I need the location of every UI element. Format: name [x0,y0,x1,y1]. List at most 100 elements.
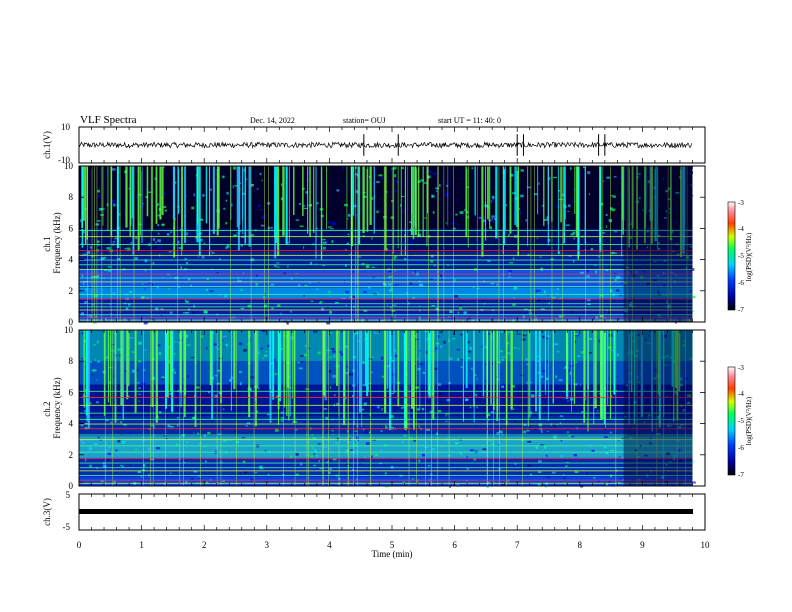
spectrogram-speckle [283,335,288,337]
spectrogram-speckle [498,430,503,434]
spectrogram-line-16 [79,250,693,252]
spectrogram-speckle [220,461,223,464]
spectrogram-speckle [263,354,268,357]
spectrogram-speckle [618,439,620,441]
spectrogram-line-1 [79,479,693,481]
xtick-label-6: 6 [452,540,457,550]
spectrogram-streak [159,166,162,220]
spectrogram-speckle [610,349,614,351]
spectrogram-streak [465,330,468,389]
spectrogram-speckle [603,446,608,449]
spectrogram-speckle [439,345,443,348]
spectrogram-speckle [311,446,314,450]
spectrogram-speckle [217,369,221,372]
spectrogram-speckle [448,381,451,385]
spectrogram-speckle [460,366,463,368]
spectrogram-streak [365,330,367,387]
spectrogram-speckle [571,257,574,260]
spectrogram-impulse [353,330,354,486]
spectrogram-speckle [460,333,463,336]
spectrogram-streak [473,330,475,423]
spectrogram-speckle [656,274,660,277]
spectrogram-speckle [401,167,405,169]
spectrogram-speckle [203,446,207,448]
spectrogram-line-4 [79,467,693,469]
spectrogram-speckle [521,338,526,341]
spectrogram-streak [640,330,644,418]
spectrogram-speckle [652,351,654,354]
spectrogram-speckle [581,409,584,411]
spectrogram-speckle [168,251,172,253]
spectrogram-speckle [572,231,575,235]
spectrogram-speckle [259,172,262,176]
spectrogram-speckle [626,352,629,355]
spectrogram-speckle [434,347,438,350]
spectrogram-streak [482,330,485,397]
spectrogram-speckle [646,230,650,233]
spectrogram-speckle [521,220,523,223]
spectrogram-speckle [483,219,486,223]
spectrogram-speckle [646,253,650,255]
spectrogram-streak [621,166,623,257]
spectrogram-speckle [669,460,672,463]
spectrogram-speckle [168,287,170,290]
spectrogram-speckle [234,185,239,187]
spectrogram-streak [197,166,199,225]
spectrogram-speckle [671,230,674,234]
spectrogram-speckle [508,234,510,236]
spectrogram-speckle [637,404,639,407]
spectrogram-streak [495,166,498,239]
spectrogram-streak [366,166,369,232]
spectrogram-speckle [241,436,245,439]
spectrogram-speckle [135,448,137,451]
spectrogram-speckle [186,261,188,265]
spectrogram-streak [537,166,539,215]
spectrogram-speckle [485,363,487,365]
spectrogram-speckle [98,195,101,198]
spectrogram-speckle [201,335,204,339]
spectrogram-speckle [178,247,182,249]
spectrogram-speckle [468,383,470,387]
spectrogram-speckle [239,472,241,476]
spectrogram-speckle [160,308,164,310]
spectrogram-speckle [565,417,568,420]
ch1-spectrogram-image [79,166,705,325]
spectrogram-streak [493,330,495,411]
spectrogram-speckle [295,428,298,431]
spectrogram-speckle [185,300,189,303]
spectrogram-speckle [553,435,557,439]
spectrogram-speckle [667,304,671,307]
spectrogram-streak [496,330,499,411]
spectrogram-speckle [559,415,564,417]
spectrogram-streak [651,330,654,432]
spectrogram-speckle [322,246,326,250]
spectrogram-speckle [394,349,396,352]
spectrogram-speckle [259,468,264,470]
spectrogram-speckle [421,453,426,457]
spectrogram-speckle [637,333,640,337]
spectrogram-speckle [97,189,101,193]
spectrogram-speckle [608,241,610,243]
spectrogram-speckle [378,174,383,177]
spectrogram-speckle [484,204,488,208]
spectrogram-streak [177,166,180,214]
spectrogram-speckle [588,193,590,196]
spectrogram-streak [256,330,259,389]
spectrogram-speckle [212,252,215,254]
spectrogram-speckle [664,480,668,484]
spectrogram-speckle [562,477,567,479]
spectrogram-streak [103,330,106,416]
spectrogram-speckle [128,187,131,190]
spectrogram-line-4 [79,306,693,308]
spectrogram-speckle [219,258,221,260]
spectrogram-speckle [418,459,421,463]
spectrogram-speckle [156,447,161,450]
spectrogram-speckle [415,363,417,365]
spectrogram-speckle [368,286,372,289]
spectrogram-speckle [486,485,489,488]
spectrogram-streak [146,166,149,217]
spectrogram-speckle [511,385,515,388]
spectrogram-speckle [254,441,256,444]
spectrogram-speckle [545,454,548,458]
